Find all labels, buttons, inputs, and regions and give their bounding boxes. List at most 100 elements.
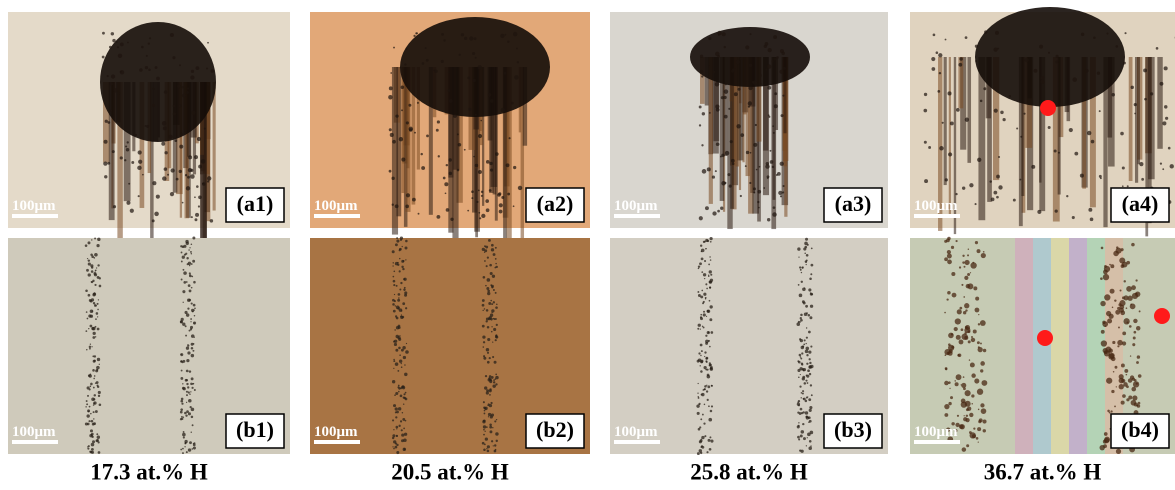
debris-dot: [805, 380, 807, 382]
debris-dot: [1120, 310, 1125, 315]
debris-dot: [1132, 395, 1137, 400]
debris-dot: [112, 150, 115, 153]
debris-dot: [1123, 382, 1128, 387]
debris-dot: [750, 152, 752, 154]
debris-dot: [1113, 371, 1115, 373]
debris-dot: [720, 156, 722, 158]
debris-dot: [475, 57, 477, 59]
debris-dot: [493, 379, 495, 381]
debris-dot: [705, 239, 708, 242]
debris-dot: [478, 170, 482, 174]
debris-dot: [91, 420, 94, 423]
debris-dot: [179, 64, 181, 66]
debris-dot: [194, 196, 196, 198]
debris-dot: [808, 398, 811, 401]
debris-dot: [1031, 165, 1035, 169]
debris-dot: [799, 354, 802, 357]
debris-dot: [1104, 266, 1110, 272]
debris-dot: [401, 366, 403, 368]
debris-dot: [191, 354, 194, 357]
debris-dot: [946, 298, 948, 300]
debris-dot: [1055, 60, 1058, 63]
debris-dot: [180, 400, 183, 403]
debris-dot: [710, 274, 712, 276]
debris-dot: [187, 176, 190, 179]
debris-dot: [806, 445, 807, 446]
debris-dot: [398, 338, 401, 341]
debris-dot: [392, 177, 395, 180]
debris-dot: [97, 436, 100, 439]
debris-dot: [970, 362, 975, 367]
debris-dot: [1034, 69, 1038, 73]
debris-dot: [93, 411, 95, 413]
debris-dot: [94, 360, 96, 362]
debris-dot: [185, 335, 187, 337]
debris-dot: [736, 60, 740, 64]
debris-dot: [443, 39, 445, 41]
debris-dot: [97, 328, 100, 331]
debris-dot: [799, 412, 802, 415]
debris-dot: [801, 266, 803, 268]
debris-dot: [194, 315, 195, 316]
debris-dot: [947, 91, 951, 95]
debris-dot: [1112, 307, 1114, 309]
debris-dot: [409, 128, 412, 131]
debris-dot: [483, 341, 485, 343]
debris-dot: [92, 280, 94, 282]
debris-dot: [434, 69, 438, 73]
debris-dot: [484, 431, 485, 432]
debris-dot: [810, 293, 813, 296]
debris-dot: [88, 411, 90, 413]
debris-dot: [965, 401, 971, 407]
debris-dot: [394, 446, 397, 449]
debris-dot: [425, 47, 427, 49]
debris-dot: [398, 425, 400, 427]
debris-dot: [700, 245, 702, 247]
debris-dot: [753, 143, 757, 147]
debris-dot: [191, 432, 192, 433]
debris-dot: [494, 267, 496, 269]
debris-dot: [458, 143, 462, 147]
debris-dot: [976, 437, 979, 440]
debris-dot: [180, 449, 182, 451]
debris-dot: [193, 447, 196, 450]
debris-dot: [422, 62, 425, 65]
debris-dot: [178, 104, 181, 107]
debris-dot: [700, 355, 701, 356]
debris-dot: [1112, 341, 1115, 344]
debris-dot: [395, 114, 398, 117]
debris-dot: [947, 250, 951, 254]
debris-dot: [90, 451, 93, 454]
debris-dot: [491, 376, 494, 379]
debris-dot: [207, 84, 209, 86]
debris-dot: [392, 303, 395, 306]
debris-dot: [710, 440, 713, 443]
debris-dot: [94, 375, 96, 377]
debris-dot: [184, 254, 186, 256]
debris-dot: [980, 100, 983, 103]
debris-dot: [1111, 390, 1114, 393]
debris-dot: [196, 66, 200, 70]
micrograph-panel: 100μm(a3): [610, 12, 888, 229]
debris-dot: [495, 376, 498, 379]
debris-dot: [96, 433, 98, 435]
debris-dot: [408, 104, 411, 107]
debris-dot: [507, 41, 509, 43]
debris-dot: [490, 402, 492, 404]
debris-dot: [207, 176, 211, 180]
debris-dot: [89, 346, 91, 348]
debris-dot: [1081, 33, 1084, 36]
debris-dot: [1124, 369, 1128, 373]
debris-dot: [810, 305, 813, 308]
debris-dot: [978, 314, 979, 315]
debris-dot: [495, 152, 499, 156]
debris-dot: [399, 137, 403, 141]
debris-dot: [736, 124, 740, 128]
debris-dot: [1164, 66, 1168, 70]
debris-dot: [703, 293, 706, 296]
debris-dot: [706, 288, 708, 290]
debris-dot: [1085, 69, 1089, 73]
debris-dot: [95, 382, 97, 384]
debris-dot: [700, 55, 703, 58]
debris-dot: [182, 383, 183, 384]
